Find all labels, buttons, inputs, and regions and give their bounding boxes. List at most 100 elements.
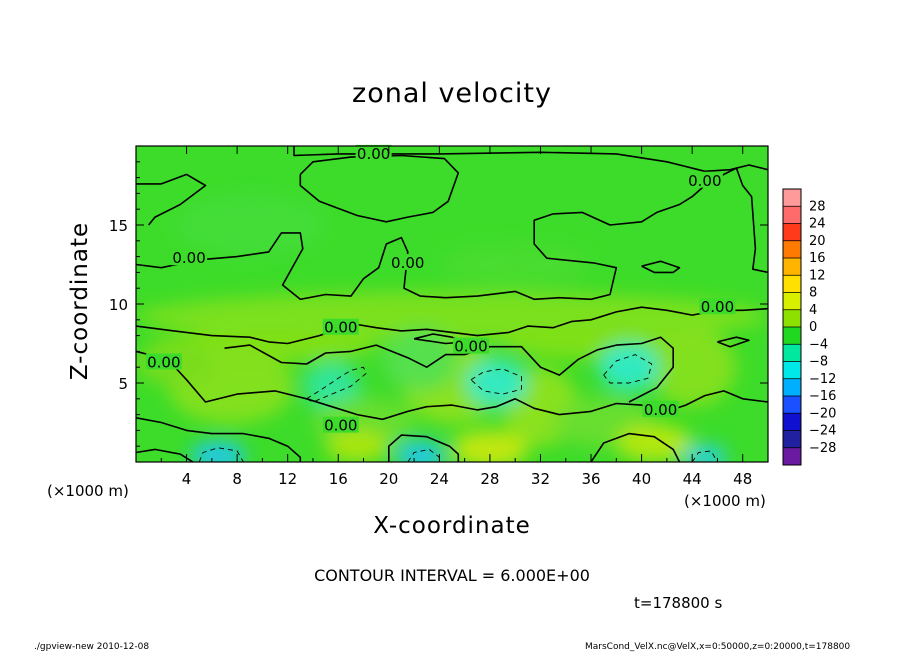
field-blob-14	[452, 430, 528, 462]
x-tick-label-28: 28	[480, 470, 499, 488]
colorbar-swatch-3	[783, 240, 801, 259]
field-blob-15	[616, 424, 693, 462]
colorbar-swatch-12	[783, 396, 801, 414]
y-axis-label: Z-coordinate	[67, 221, 93, 381]
y-tick-label-15: 15	[109, 217, 128, 235]
colorbar-label-12: −20	[809, 406, 836, 421]
colorbar-label-6: 4	[809, 303, 817, 318]
colorbar-swatch-10	[783, 361, 801, 380]
colorbar-swatch-8	[783, 327, 801, 345]
contour-bottom-right	[590, 432, 681, 462]
contour-label-5: 0.00	[324, 319, 357, 337]
chart-title: zonal velocity	[352, 78, 552, 109]
x-axis-label: X-coordinate	[373, 513, 531, 539]
colorbar-swatch-15	[783, 447, 801, 466]
colorbar-swatch-11	[783, 378, 801, 397]
colorbar-swatch-5	[783, 275, 801, 293]
colorbar-label-14: −28	[809, 441, 836, 456]
colorbar-swatch-13	[783, 413, 801, 431]
pos-contour-2	[717, 336, 750, 348]
colorbar-label-2: 20	[809, 234, 826, 249]
x-tick-label-12: 12	[278, 470, 297, 488]
colorbar-label-1: 24	[809, 217, 826, 232]
contour-label-bg-6	[452, 337, 489, 354]
colorbar: 28 24 20 16 12 8 4 0 −4 −8 −12 −16 −20 −24 −28	[782, 188, 836, 466]
field-blob-10	[598, 343, 660, 391]
colorbar-label-4: 12	[809, 268, 826, 283]
contour-labels: 0.00 0.00 0.00 0.00 0.00 0.00 0.00 0.00 0.00 0.00	[145, 144, 736, 435]
colorbar-label-3: 16	[809, 251, 826, 266]
contour-label-bg-4	[699, 298, 736, 315]
x-tick-label-40: 40	[632, 470, 651, 488]
x-tick-label-16: 16	[329, 470, 348, 488]
footer-left: ./gpview-new 2010-12-08	[34, 642, 150, 652]
field-blob-17	[190, 441, 246, 462]
colorbar-swatch-6	[783, 292, 801, 311]
y-axis: 5 10 15	[109, 161, 768, 447]
colorbar-swatch-0	[783, 189, 801, 207]
colorbar-label-9: −8	[809, 355, 828, 370]
colorbar-label-0: 28	[809, 199, 826, 214]
contour-lower	[136, 350, 768, 421]
colorbar-label-7: 0	[809, 320, 817, 335]
footer-right: MarsCond_VelX.nc@VelX,x=0:50000,z=0:2000…	[585, 642, 851, 652]
contour-label-3: 0.00	[391, 254, 424, 272]
colorbar-swatch-1	[783, 206, 801, 224]
dashed-contour-4	[198, 447, 244, 462]
field-blob-5	[647, 327, 737, 407]
contour-label-bg-5	[322, 318, 359, 335]
contour-label-bg-2	[171, 249, 208, 266]
contour-label-0: 0.00	[357, 145, 390, 163]
contour-label-7: 0.00	[147, 353, 180, 371]
colorbar-label-11: −16	[809, 389, 836, 404]
x-tick-label-4: 4	[182, 470, 192, 488]
x-tick-label-20: 20	[379, 470, 398, 488]
colorbar-label-8: −4	[809, 337, 828, 352]
contour-lower-mid	[224, 336, 674, 403]
contour-small-loop	[641, 260, 681, 274]
contour-label-2: 0.00	[172, 249, 205, 267]
x-tick-label-36: 36	[581, 470, 600, 488]
colorbar-label-5: 8	[809, 286, 817, 301]
field-blob-8	[304, 362, 360, 410]
contour-mid	[136, 306, 768, 345]
contour-label-1: 0.00	[688, 172, 721, 190]
contour-label-8: 0.00	[644, 401, 677, 419]
dashed-contour-2	[470, 368, 522, 395]
field-blob-20	[173, 193, 326, 257]
contour-label-6: 0.00	[454, 338, 487, 356]
contour-interval: CONTOUR INTERVAL = 6.000E+00	[314, 566, 590, 585]
colorbar-label-10: −12	[809, 372, 836, 387]
field-blob-19	[682, 444, 728, 462]
field-blob-18	[395, 441, 446, 462]
field-blob-11	[382, 327, 459, 391]
contour-label-bg-7	[145, 353, 182, 370]
contour-label-bg-8	[642, 400, 679, 417]
x-tick-label-24: 24	[430, 470, 449, 488]
field-blob-21	[439, 242, 592, 287]
contour-label-bg-0	[355, 144, 392, 161]
time-label: t=178800 s	[634, 594, 723, 612]
x-tick-label-32: 32	[531, 470, 550, 488]
field-blob-9	[465, 359, 527, 407]
colorbar-swatch-2	[783, 223, 801, 242]
dashed-contour-3	[603, 354, 653, 384]
x-tick-label-8: 8	[232, 470, 242, 488]
y-tick-label-10: 10	[109, 296, 128, 314]
contour-label-bg-3	[389, 253, 426, 270]
contour-middle-upper	[136, 167, 768, 301]
field-blob-16	[325, 430, 389, 462]
contour-bottom-mid	[388, 434, 460, 462]
dashed-contour-6	[691, 450, 718, 462]
contour-top-left	[136, 173, 207, 226]
y-tick-label-5: 5	[118, 375, 128, 393]
x-axis: 4 8 12 16 20 24 28 32 36 40 44 48	[160, 146, 752, 488]
colorbar-swatch-9	[783, 344, 801, 362]
colorbar-swatch-14	[783, 430, 801, 449]
colorbar-swatch-4	[783, 258, 801, 276]
field-blobs	[136, 193, 768, 462]
contour-label-9: 0.00	[324, 417, 357, 435]
contour-label-bg-9	[322, 416, 359, 433]
contour-bottom-left	[136, 417, 302, 462]
